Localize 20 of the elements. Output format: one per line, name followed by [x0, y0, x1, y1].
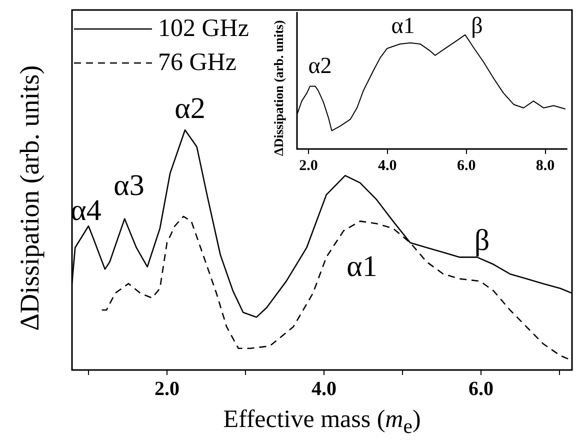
legend-label: 76 GHz — [158, 48, 236, 77]
x-axis-title: Effective mass (m$_{e}$) — [222, 406, 422, 439]
y-axis-title: ΔDissipation (arb. units) — [14, 64, 46, 330]
annotation: α3 — [114, 168, 144, 202]
x-tick-label: 8.0 — [536, 158, 555, 174]
x-tick-label: 2.0 — [154, 378, 180, 400]
x-tick-label: 6.0 — [468, 378, 494, 400]
annotation: α2 — [308, 53, 332, 78]
text: α2 — [174, 92, 206, 125]
x-tick-label: 4.0 — [378, 158, 397, 174]
annotation: α1 — [346, 250, 378, 283]
y-axis-title: ΔDissipation (arb. units) — [271, 20, 287, 156]
x-tick-label: 4.0 — [311, 378, 336, 400]
annotation: β — [474, 224, 490, 257]
annotation: α1 — [391, 13, 415, 38]
x-tick-label: 2.0 — [299, 158, 318, 174]
annotation: α4 — [70, 194, 102, 227]
annotation: β — [471, 13, 483, 38]
legend-label: 102 GHz — [158, 14, 249, 43]
x-tick-label: 6.0 — [456, 158, 476, 174]
